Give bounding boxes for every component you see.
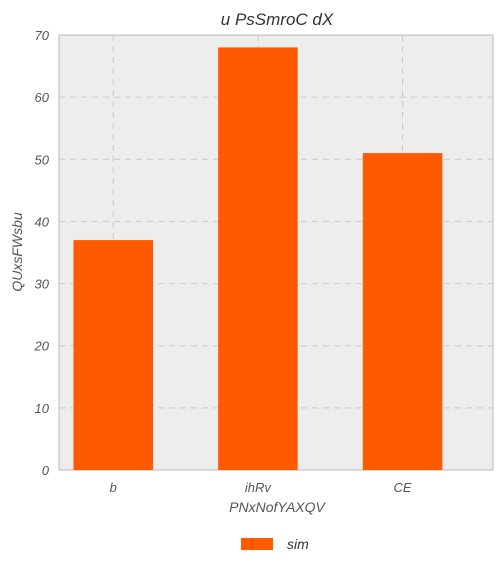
y-tick-label: 70 bbox=[35, 28, 50, 43]
y-tick-label: 60 bbox=[35, 90, 50, 105]
y-axis-label: QUxsFWsbu bbox=[9, 212, 25, 292]
y-tick-label: 40 bbox=[35, 214, 50, 229]
x-tick-label: ihRv bbox=[245, 480, 273, 495]
x-axis-label: PNxNofYAXQV bbox=[229, 499, 326, 515]
chart-title: u PsSmroC dX bbox=[221, 10, 334, 29]
bars bbox=[73, 47, 443, 471]
x-tick-label: b bbox=[110, 480, 117, 495]
y-axis-ticks: 0 10 20 30 40 50 60 70 bbox=[34, 28, 50, 478]
bar-CE bbox=[362, 153, 443, 471]
legend-swatch-sim bbox=[241, 538, 273, 550]
y-tick-label: 0 bbox=[42, 463, 50, 478]
legend: sim bbox=[241, 536, 309, 552]
bar-ihRv bbox=[218, 47, 298, 471]
y-tick-label: 50 bbox=[35, 152, 50, 167]
x-tick-label: CE bbox=[394, 480, 412, 495]
y-tick-label: 20 bbox=[34, 339, 50, 354]
bar-b bbox=[73, 240, 154, 470]
y-tick-label: 10 bbox=[35, 401, 50, 416]
x-axis-ticks: b ihRv CE bbox=[110, 480, 412, 495]
legend-label-sim: sim bbox=[287, 536, 309, 552]
y-tick-label: 30 bbox=[35, 277, 50, 292]
